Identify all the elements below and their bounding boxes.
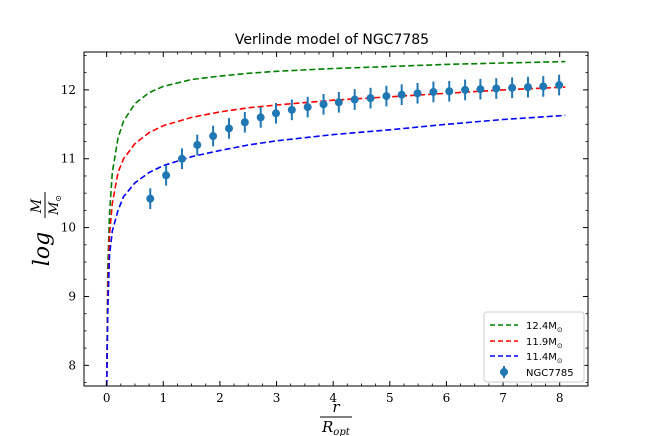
- data-point: [461, 85, 470, 94]
- legend-label-11-9-main: 11.9M: [526, 337, 557, 348]
- x-label-denominator-sub: opt: [333, 427, 350, 436]
- data-point: [146, 194, 155, 203]
- y-tick-label: 10: [61, 221, 76, 235]
- x-tick-label: 5: [386, 391, 394, 405]
- y-label-denominator-main: M: [47, 201, 62, 216]
- x-tick-label: 2: [216, 391, 224, 405]
- legend-label-11-9: 11.9M⊙: [526, 337, 563, 350]
- data-point: [350, 95, 359, 104]
- y-tick-label: 8: [68, 358, 76, 372]
- x-label-denominator: Ropt: [321, 418, 351, 436]
- x-tick-label: 4: [329, 391, 337, 405]
- data-point: [303, 103, 312, 112]
- legend-label-11-4-main: 11.4M: [526, 352, 557, 363]
- data-point: [445, 87, 454, 96]
- x-axis-label: r Ropt: [320, 398, 352, 436]
- y-tick-label: 9: [68, 289, 76, 303]
- legend-label-12-4-main: 12.4M: [526, 321, 557, 332]
- x-tick-label: 6: [443, 391, 451, 405]
- curve-series-2: [105, 114, 566, 387]
- y-label-prefix: log: [30, 232, 55, 266]
- legend-box: [483, 311, 585, 383]
- y-label-numerator: M: [29, 198, 45, 214]
- y-label-denominator: M⊙: [47, 195, 63, 216]
- legend-label-12-4: 12.4M⊙: [526, 321, 563, 334]
- data-point: [523, 83, 532, 92]
- x-tick-label: 8: [556, 391, 564, 405]
- data-point: [476, 85, 485, 94]
- data-point: [162, 171, 171, 180]
- legend-label-11-9-sub: ⊙: [557, 342, 563, 350]
- data-point: [555, 81, 564, 90]
- legend-label-11-4-sub: ⊙: [557, 357, 563, 365]
- data-point: [240, 118, 249, 127]
- x-tick-label: 1: [159, 391, 167, 405]
- data-point: [177, 154, 186, 163]
- legend-label-ngc7785: NGC7785: [526, 368, 574, 379]
- data-point: [492, 84, 501, 93]
- data-point: [334, 98, 343, 107]
- data-point: [508, 83, 517, 92]
- x-tick-label: 0: [103, 391, 111, 405]
- y-tick-label: 11: [61, 152, 76, 166]
- data-point: [429, 87, 438, 96]
- plot-frame: [83, 51, 589, 387]
- data-point: [256, 113, 265, 122]
- data-point: [366, 94, 375, 103]
- legend-label-11-4: 11.4M⊙: [526, 352, 563, 365]
- legend: 12.4M⊙ 11.9M⊙ 11.4M⊙ NGC7785: [483, 311, 585, 383]
- x-label-denominator-main: R: [321, 418, 333, 436]
- data-point: [271, 109, 280, 118]
- data-point: [382, 92, 391, 101]
- curve-series-0: [105, 60, 566, 387]
- data-point: [413, 89, 422, 98]
- chart-title: Verlinde model of NGC7785: [235, 32, 429, 48]
- data-point: [209, 132, 218, 141]
- x-label-numerator: r: [332, 398, 340, 416]
- x-tick-label: 3: [273, 391, 281, 405]
- y-tick-label: 12: [61, 83, 76, 97]
- legend-marker-point: [500, 368, 508, 376]
- y-axis-label: log M M⊙: [29, 192, 63, 266]
- data-point: [193, 140, 202, 149]
- data-point: [224, 124, 233, 133]
- data-point: [319, 100, 328, 109]
- data-point: [287, 105, 296, 114]
- data-point: [397, 90, 406, 99]
- x-tick-label: 7: [499, 391, 507, 405]
- data-point: [539, 82, 548, 91]
- y-label-denominator-sub: ⊙: [54, 195, 63, 202]
- legend-label-12-4-sub: ⊙: [557, 326, 563, 334]
